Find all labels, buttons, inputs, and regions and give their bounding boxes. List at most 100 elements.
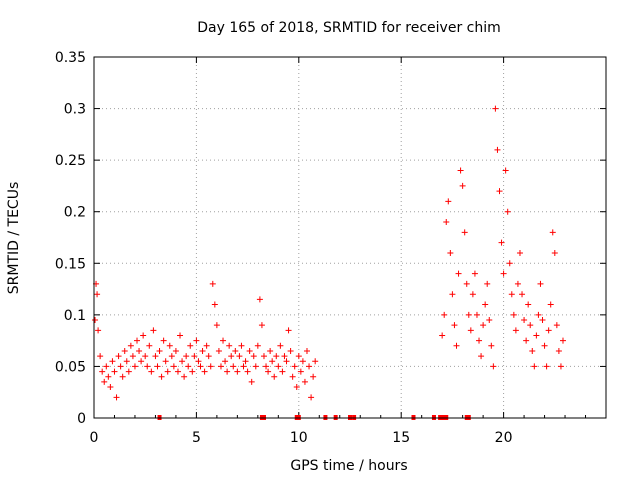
data-point xyxy=(465,311,472,318)
data-point xyxy=(162,358,169,365)
data-point xyxy=(248,378,255,385)
data-point xyxy=(103,363,110,370)
data-point xyxy=(449,291,456,298)
data-point xyxy=(516,249,523,256)
data-point xyxy=(549,229,556,236)
data-point xyxy=(187,342,194,349)
data-point xyxy=(529,347,536,354)
data-point xyxy=(201,368,208,375)
data-point xyxy=(488,342,495,349)
data-point xyxy=(480,322,487,329)
data-point xyxy=(99,368,106,375)
data-point xyxy=(459,182,466,189)
data-point xyxy=(525,301,532,308)
data-point xyxy=(260,353,267,360)
x-tick-label: 0 xyxy=(90,430,99,446)
data-point xyxy=(127,342,134,349)
data-point xyxy=(537,280,544,287)
data-point xyxy=(496,188,503,195)
data-point xyxy=(263,363,270,370)
data-point xyxy=(447,249,454,256)
data-point xyxy=(461,229,468,236)
data-point xyxy=(242,358,249,365)
data-point xyxy=(166,342,173,349)
data-point xyxy=(527,322,534,329)
data-point xyxy=(146,342,153,349)
data-point xyxy=(275,363,282,370)
data-point xyxy=(211,301,218,308)
data-point xyxy=(232,347,239,354)
data-point xyxy=(92,317,99,324)
data-point xyxy=(207,363,214,370)
data-point xyxy=(533,332,540,339)
data-point xyxy=(519,291,526,298)
data-point xyxy=(117,363,124,370)
data-point xyxy=(521,317,528,324)
y-tick-label: 0.05 xyxy=(55,359,86,375)
data-point xyxy=(148,368,155,375)
data-point xyxy=(267,347,274,354)
data-point xyxy=(504,208,511,215)
data-point xyxy=(306,363,313,370)
data-point xyxy=(154,363,161,370)
data-point xyxy=(500,270,507,277)
data-point xyxy=(111,368,118,375)
data-point xyxy=(498,239,505,246)
tick-layer: 0 5 10 15 20 0 0.05 0.1 0.15 0.2 0.25 0.3 0.35 xyxy=(55,50,607,446)
data-point xyxy=(308,394,315,401)
data-point xyxy=(455,270,462,277)
data-point xyxy=(134,337,141,344)
data-point xyxy=(297,368,304,375)
data-point xyxy=(129,353,136,360)
data-point xyxy=(230,363,237,370)
data-point xyxy=(443,219,450,226)
data-point xyxy=(172,347,179,354)
data-point xyxy=(514,280,521,287)
data-point xyxy=(236,353,243,360)
data-point xyxy=(471,270,478,277)
data-point xyxy=(101,378,108,385)
data-point xyxy=(547,301,554,308)
data-point xyxy=(181,373,188,380)
data-point xyxy=(279,368,286,375)
x-tick-label: 5 xyxy=(192,430,201,446)
data-point xyxy=(531,363,538,370)
data-point xyxy=(228,353,235,360)
data-point xyxy=(215,347,222,354)
data-point xyxy=(502,167,509,174)
data-point xyxy=(555,347,562,354)
data-point xyxy=(140,332,147,339)
data-point xyxy=(252,363,259,370)
data-point xyxy=(469,291,476,298)
data-point xyxy=(289,373,296,380)
data-point xyxy=(246,347,253,354)
data-point xyxy=(492,105,499,112)
data-point xyxy=(301,378,308,385)
data-point xyxy=(234,368,241,375)
data-point xyxy=(142,353,149,360)
data-point xyxy=(467,327,474,334)
y-tick-label: 0.15 xyxy=(55,256,86,272)
data-point xyxy=(508,291,515,298)
data-point xyxy=(240,363,247,370)
data-point xyxy=(486,317,493,324)
data-point xyxy=(144,363,151,370)
y-tick-label: 0.25 xyxy=(55,153,86,169)
data-point xyxy=(109,358,116,365)
data-point xyxy=(291,363,298,370)
data-point xyxy=(494,146,501,153)
y-tick-label: 0.1 xyxy=(64,308,86,324)
data-point xyxy=(254,342,261,349)
data-point xyxy=(439,332,446,339)
data-point xyxy=(271,373,278,380)
data-point xyxy=(150,327,157,334)
data-point xyxy=(277,342,284,349)
data-point xyxy=(559,337,566,344)
data-point xyxy=(281,353,288,360)
y-tick-label: 0.2 xyxy=(64,205,86,221)
data-point xyxy=(512,327,519,334)
plot-frame xyxy=(93,56,607,419)
data-point xyxy=(97,353,104,360)
data-point xyxy=(238,342,245,349)
data-point xyxy=(152,353,159,360)
